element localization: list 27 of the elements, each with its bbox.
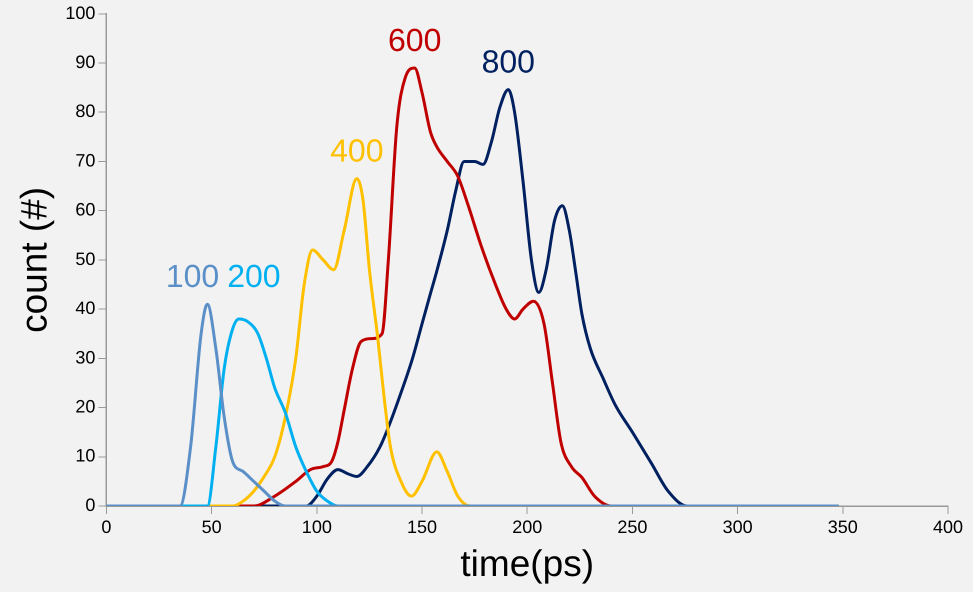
y-tick-label: 40	[75, 298, 96, 318]
x-tick-label: 150	[406, 516, 438, 537]
x-tick-label: 350	[828, 516, 858, 537]
y-tick-label: 90	[75, 52, 96, 72]
x-axis-title: time(ps)	[460, 543, 594, 584]
x-tick-label: 200	[512, 516, 542, 537]
y-tick-label: 80	[75, 101, 96, 122]
series-label: 600	[388, 22, 442, 58]
y-tick-label: 100	[65, 2, 96, 23]
series-label: 100	[166, 258, 220, 294]
y-axis-title: count (#)	[13, 186, 54, 333]
y-tick-label: 0	[85, 494, 96, 515]
y-tick-label: 20	[75, 396, 96, 417]
x-tick-label: 300	[722, 516, 753, 537]
x-tick-label: 50	[202, 516, 222, 537]
y-tick-label: 10	[75, 446, 96, 466]
x-tick-label: 0	[101, 516, 112, 537]
x-tick-label: 250	[617, 516, 648, 537]
series-label: 800	[482, 43, 535, 80]
y-tick-label: 60	[75, 200, 96, 220]
y-tick-label: 30	[75, 347, 96, 368]
series-label: 200	[227, 258, 281, 294]
x-tick-label: 100	[302, 516, 332, 537]
series-label: 400	[330, 132, 384, 169]
x-tick-label: 400	[932, 516, 964, 537]
y-tick-label: 50	[75, 248, 96, 269]
y-tick-label: 70	[75, 150, 96, 170]
